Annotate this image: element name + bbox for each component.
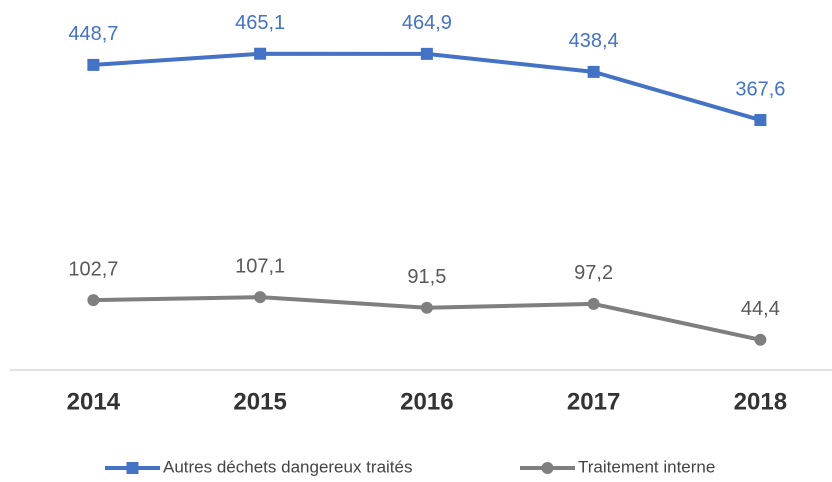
marker xyxy=(254,47,267,60)
marker xyxy=(587,297,600,310)
x-tick-label: 2016 xyxy=(400,388,453,415)
data-label: 91,5 xyxy=(407,266,446,288)
marker xyxy=(754,333,767,346)
data-label: 465,1 xyxy=(235,12,285,34)
legend-marker xyxy=(541,462,554,474)
marker xyxy=(754,114,767,127)
data-label: 448,7 xyxy=(68,23,118,45)
data-label: 438,4 xyxy=(569,30,619,52)
x-tick-label: 2015 xyxy=(233,388,286,415)
marker xyxy=(254,291,267,304)
marker xyxy=(420,47,433,60)
data-label: 97,2 xyxy=(574,262,613,284)
marker xyxy=(87,58,100,71)
legend-label: Autres déchets dangereux traités xyxy=(163,457,412,476)
x-tick-label: 2018 xyxy=(734,388,787,415)
data-label: 107,1 xyxy=(235,255,285,277)
x-tick-label: 2017 xyxy=(567,388,620,415)
marker xyxy=(87,294,100,307)
marker xyxy=(587,65,600,78)
series-line xyxy=(93,51,761,122)
data-label: 464,9 xyxy=(402,12,452,34)
data-label: 102,7 xyxy=(68,258,118,280)
legend-marker xyxy=(126,462,139,474)
data-label: 367,6 xyxy=(735,78,785,100)
marker xyxy=(420,301,433,314)
x-tick-label: 2014 xyxy=(67,388,121,415)
data-label: 44,4 xyxy=(741,298,780,320)
legend-label: Traitement interne xyxy=(578,457,715,476)
